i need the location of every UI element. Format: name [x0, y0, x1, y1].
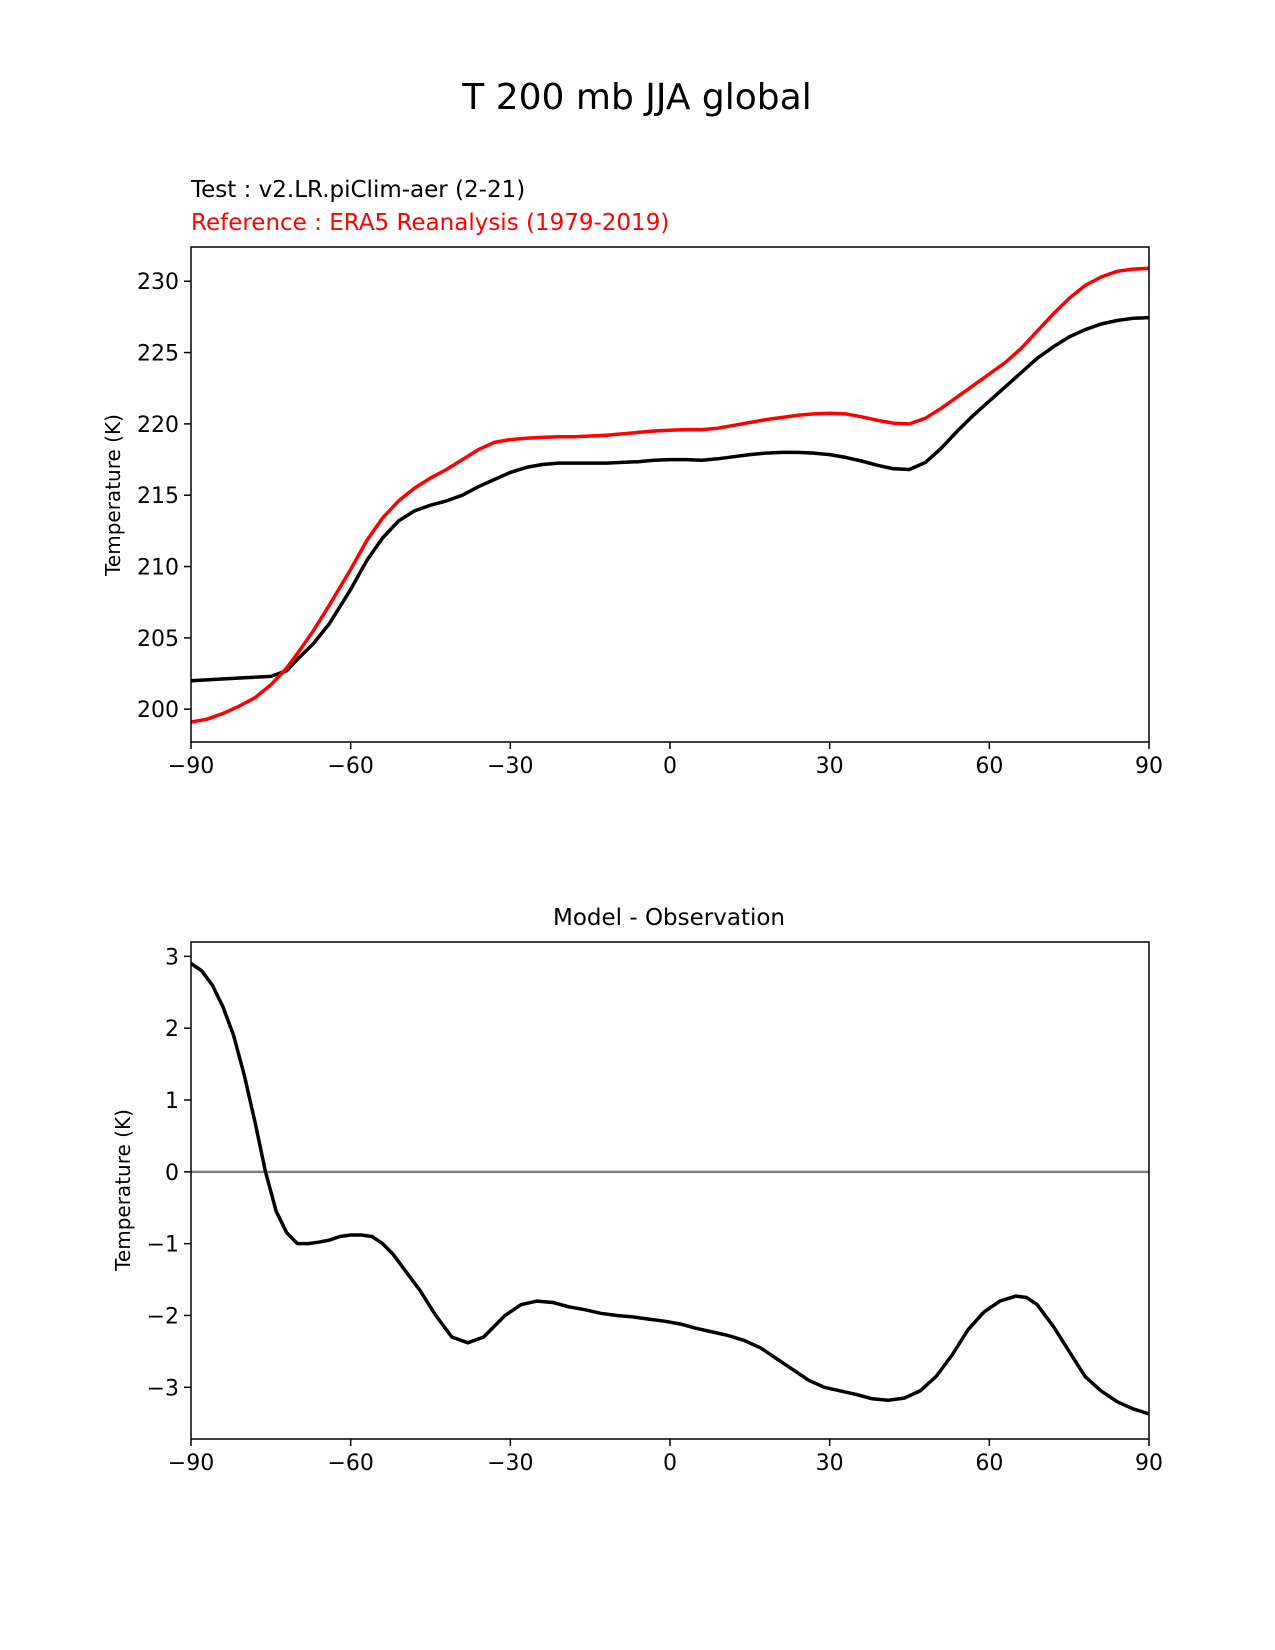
top-plot-area: −90 −60 −30 0 30 60 90 200 205 210 215 220 225 230 [137, 246, 1163, 779]
bottom-x-tick-label: −90 [168, 1451, 214, 1476]
bottom-plot-area: −90 −60 −30 0 30 60 90 −3 −2 −1 0 1 2 3 [147, 941, 1163, 1476]
bottom-x-tick-label: −60 [327, 1451, 373, 1476]
test-label: Test : v2.LR.piClim-aer (2-21) [190, 177, 525, 203]
top-x-tick-label: −90 [168, 754, 214, 779]
bottom-x-tick-label: 0 [663, 1451, 677, 1476]
bottom-y-tick-label: −3 [147, 1376, 179, 1401]
top-y-tick-label: 205 [137, 627, 179, 652]
bottom-x-tick-label: 30 [816, 1451, 844, 1476]
top-x-tick-label: 30 [816, 754, 844, 779]
bottom-y-tick-label: 1 [165, 1089, 179, 1114]
top-y-tick-label: 200 [137, 698, 179, 723]
bottom-y-tick-label: 0 [165, 1161, 179, 1186]
top-series-line-reference [191, 266, 1149, 724]
top-y-tick-label: 215 [137, 484, 179, 509]
bottom-y-tick-label: −1 [147, 1233, 179, 1258]
bottom-y-axis-label: Temperature (K) [111, 1109, 135, 1272]
bottom-series-line-0 [191, 961, 1149, 1416]
top-y-tick-label: 210 [137, 556, 179, 581]
top-series-group [191, 266, 1149, 724]
top-y-tick-label: 225 [137, 342, 179, 367]
top-y-axis-label: Temperature (K) [101, 414, 125, 577]
top-series-line-test [191, 315, 1149, 683]
top-x-tick-label: −60 [327, 754, 373, 779]
top-x-tick-label: −30 [487, 754, 533, 779]
top-y-tick-label: 230 [137, 270, 179, 295]
reference-label: Reference : ERA5 Reanalysis (1979-2019) [191, 210, 669, 236]
bottom-y-tick-label: −2 [147, 1304, 179, 1329]
top-x-tick-label: 90 [1135, 754, 1163, 779]
top-y-tick-label: 220 [137, 413, 179, 438]
bottom-y-tick-label: 3 [165, 945, 179, 970]
top-x-tick-label: 60 [975, 754, 1003, 779]
figure-title: T 200 mb JJA global [461, 77, 811, 118]
bottom-x-tick-label: 60 [975, 1451, 1003, 1476]
bottom-series-group [191, 961, 1149, 1416]
bottom-y-tick-label: 2 [165, 1017, 179, 1042]
bottom-x-tick-label: −30 [487, 1451, 533, 1476]
bottom-x-tick-label: 90 [1135, 1451, 1163, 1476]
bottom-chart-title: Model - Observation [553, 905, 785, 931]
top-x-tick-label: 0 [663, 754, 677, 779]
